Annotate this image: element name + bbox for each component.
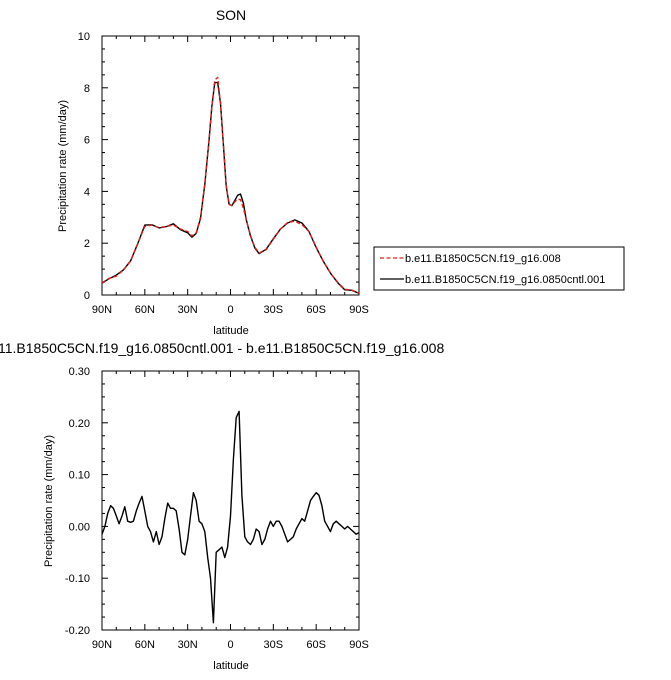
x-tick-label: 30S — [264, 639, 284, 651]
top-series-lines — [101, 76, 360, 295]
legend-label-control: b.e11.B1850C5CN.f19_g16.0850cntl.001 — [405, 274, 605, 286]
legend-box — [373, 246, 625, 291]
top-x-tick-labels: 90N 60N 30N 0 30S 60S 90S — [92, 304, 369, 316]
top-chart-panel: SON 90N 60N 30N 0 30S 60S 90S 0 2 4 6 8 10 latitude… — [57, 7, 625, 337]
y-tick-label: 6 — [84, 135, 90, 147]
series-line-control — [101, 410, 360, 624]
x-tick-label: 0 — [227, 304, 233, 316]
y-tick-label: 0.10 — [69, 470, 90, 482]
y-tick-label: 0.20 — [69, 418, 90, 430]
top-y-axis-title: Precipitation rate (mm/day) — [57, 100, 69, 232]
x-tick-label: 30N — [178, 639, 198, 651]
y-tick-label: 0.00 — [69, 521, 90, 533]
bottom-x-axis-title: latitude — [213, 660, 248, 672]
x-tick-label: 90N — [92, 304, 112, 316]
x-tick-label: 60S — [306, 304, 326, 316]
x-tick-label: 0 — [227, 639, 233, 651]
bottom-chart-panel: 11.B1850C5CN.f19_g16.0850cntl.001 - b.e1… — [0, 340, 444, 672]
y-tick-label: 2 — [84, 238, 90, 250]
x-tick-label: 30N — [178, 304, 198, 316]
series-line-control — [101, 81, 360, 295]
legend-label-test: b.e11.B1850C5CN.f19_g16.008 — [405, 253, 561, 265]
series-line-test — [101, 76, 360, 294]
bottom-chart-title: 11.B1850C5CN.f19_g16.0850cntl.001 - b.e1… — [0, 340, 444, 356]
x-tick-label: 90S — [349, 304, 369, 316]
x-tick-label: 30S — [264, 304, 284, 316]
top-y-tick-labels: 0 2 4 6 8 10 — [78, 31, 90, 302]
top-x-axis-title: latitude — [213, 325, 248, 337]
y-tick-label: 10 — [78, 31, 90, 43]
x-tick-label: 60S — [306, 639, 326, 651]
y-tick-label: -0.10 — [65, 573, 90, 585]
x-tick-label: 90S — [349, 639, 369, 651]
top-ticks — [101, 35, 360, 296]
y-tick-label: -0.20 — [65, 625, 90, 637]
y-tick-label: 0.30 — [69, 366, 90, 378]
y-tick-label: 0 — [84, 290, 90, 302]
y-tick-label: 8 — [84, 83, 90, 95]
x-tick-label: 90N — [92, 639, 112, 651]
bottom-y-tick-labels: -0.20 -0.10 0.00 0.10 0.20 0.30 — [65, 366, 90, 637]
bottom-x-tick-labels: 90N 60N 30N 0 30S 60S 90S — [92, 639, 369, 651]
x-tick-label: 60N — [135, 304, 155, 316]
legend: b.e11.B1850C5CN.f19_g16.008 b.e11.B1850C… — [373, 246, 625, 291]
bottom-series-lines — [101, 410, 360, 624]
bottom-y-axis-title: Precipitation rate (mm/day) — [43, 435, 55, 567]
x-tick-label: 60N — [135, 639, 155, 651]
top-chart-title: SON — [216, 7, 246, 23]
y-tick-label: 4 — [84, 186, 90, 198]
bottom-ticks — [101, 370, 360, 631]
